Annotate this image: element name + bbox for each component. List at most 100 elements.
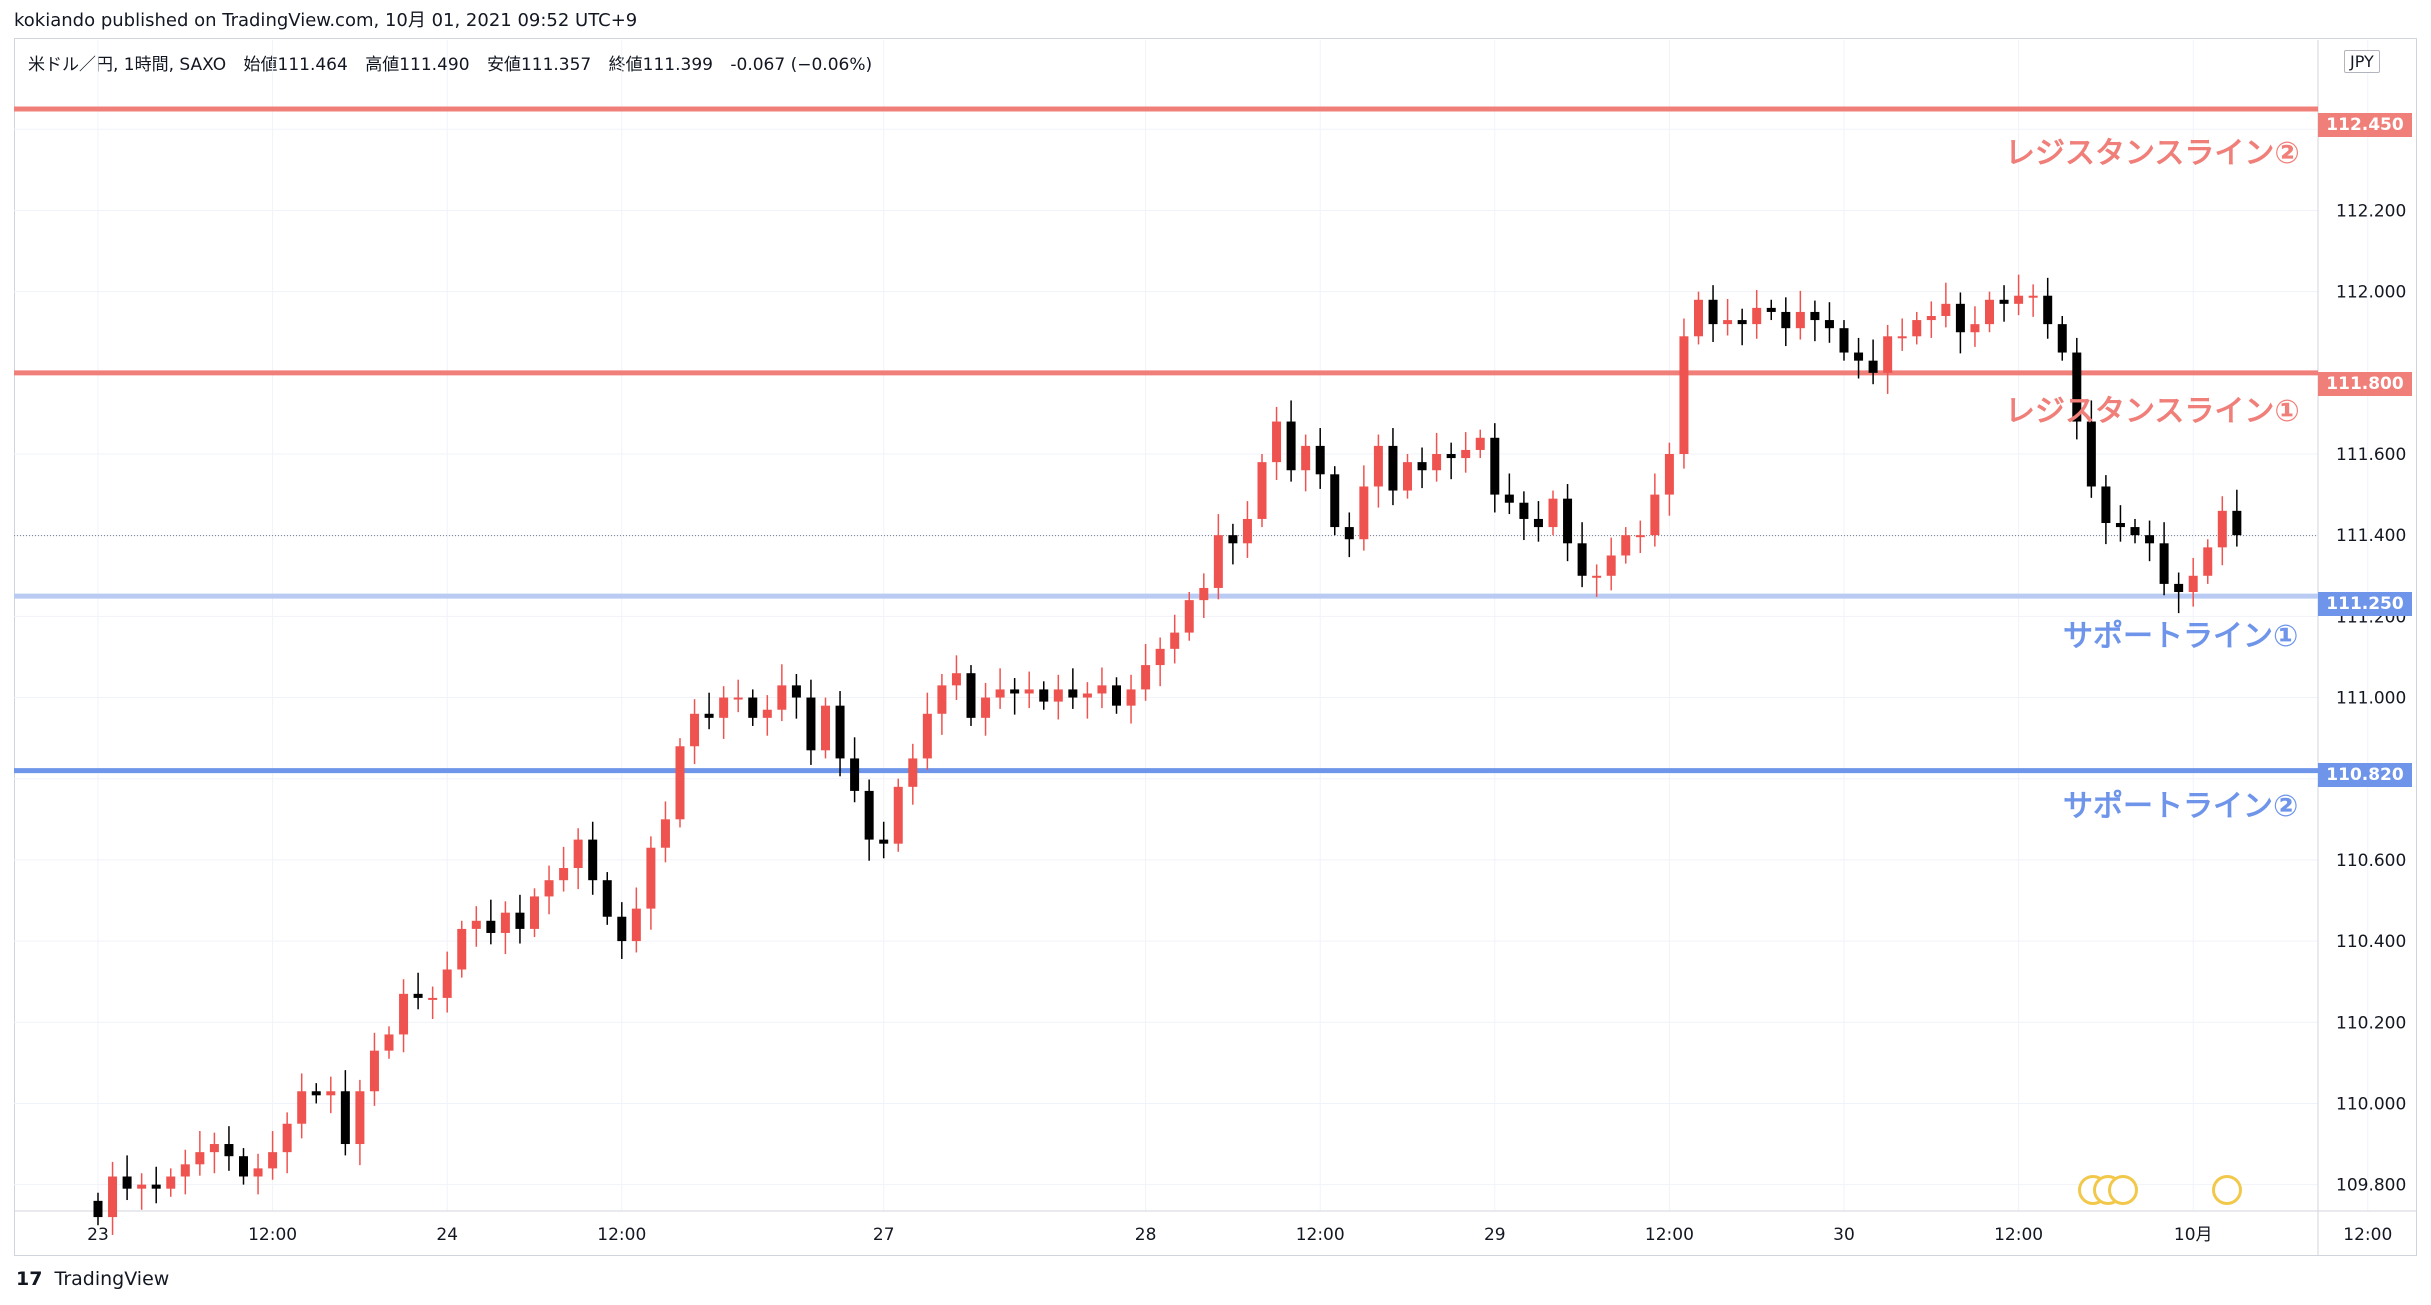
candle-body — [122, 1176, 132, 1189]
time-tick-label: 30 — [1833, 1225, 1855, 1245]
time-tick-label: 23 — [87, 1225, 109, 1245]
candle-body — [1257, 462, 1267, 519]
candle-body — [1664, 454, 1674, 495]
price-tick-label: 110.200 — [2336, 1013, 2406, 1033]
candle-body — [2174, 583, 2184, 593]
us-flag-event-icon[interactable] — [2108, 1175, 2138, 1205]
published-line: kokiando published on TradingView.com, 1… — [14, 10, 638, 31]
chart-frame — [14, 38, 2417, 1256]
candle-body — [1490, 437, 1500, 495]
candle-body — [340, 1091, 350, 1145]
change-value: -0.067 (−0.06%) — [730, 55, 873, 75]
candle-body — [369, 1050, 379, 1092]
candle-body — [1941, 303, 1951, 317]
candle-body — [1824, 320, 1834, 329]
candle-body — [384, 1034, 394, 1051]
candle-body — [355, 1091, 365, 1145]
candle-body — [1228, 535, 1238, 544]
candle-body — [1068, 689, 1078, 698]
candle-body — [1737, 320, 1747, 325]
candle-body — [2028, 295, 2038, 298]
candle-body — [1577, 543, 1587, 576]
candle-body — [1053, 689, 1063, 702]
jp-flag-event-icon[interactable] — [2212, 1175, 2242, 1205]
currency-badge[interactable]: JPY — [2344, 50, 2380, 73]
candle-body — [1781, 311, 1791, 329]
candle-body — [864, 790, 874, 840]
candle-body — [690, 713, 700, 747]
candle-body — [1854, 352, 1864, 361]
candle-body — [515, 912, 525, 929]
candle-body — [806, 697, 816, 751]
candle-body — [457, 928, 467, 970]
time-tick-label: 28 — [1135, 1225, 1157, 1245]
candle-body — [762, 709, 772, 718]
time-tick-label: 12:00 — [1994, 1225, 2043, 1245]
candle-body — [1563, 498, 1573, 544]
candle-body — [1868, 360, 1878, 373]
candle-body — [1010, 689, 1020, 694]
candle-body — [2014, 295, 2024, 304]
candle-body — [631, 908, 641, 942]
candle-body — [1141, 665, 1151, 690]
candle-body — [1373, 445, 1383, 487]
time-tick-label: 27 — [873, 1225, 895, 1245]
candle-body — [2057, 324, 2067, 353]
symbol-info-bar: 米ドル／円, 1時間, SAXO 始値111.464 高値111.490 安値1… — [28, 50, 884, 75]
candle-body — [1359, 486, 1369, 540]
candle-body — [544, 880, 554, 897]
symbol-label[interactable]: 米ドル／円, 1時間, SAXO — [28, 55, 227, 75]
candle-body — [617, 916, 627, 942]
tradingview-footer[interactable]: 17 TradingView — [16, 1268, 169, 1290]
candle-body — [1694, 299, 1703, 337]
candle-body — [850, 758, 860, 791]
candle-body — [2086, 421, 2096, 487]
candle-body — [1403, 462, 1412, 491]
candle-body — [209, 1144, 219, 1153]
candle-body — [1155, 648, 1165, 666]
candle-body — [1606, 555, 1616, 576]
candle-body — [1810, 311, 1820, 321]
candle-body — [675, 746, 685, 820]
candle-body — [442, 969, 452, 998]
candle-body — [893, 786, 903, 844]
candle-body — [326, 1091, 336, 1096]
candle-body — [1723, 320, 1733, 325]
candle-body — [1635, 535, 1645, 538]
support-2-price-tag: 110.820 — [2318, 763, 2412, 787]
candle-body — [981, 697, 991, 718]
candle-body — [108, 1176, 118, 1218]
candle-body — [93, 1200, 103, 1218]
candle-body — [486, 920, 496, 933]
support-1-label: サポートライン① — [2063, 619, 2299, 654]
candle-body — [1592, 575, 1602, 578]
candle-body — [966, 673, 976, 718]
time-tick-label: 29 — [1484, 1225, 1506, 1245]
candle-body — [908, 758, 918, 787]
candle-body — [180, 1164, 190, 1177]
candle-body — [311, 1091, 321, 1096]
candle-body — [1839, 328, 1849, 353]
candle-body — [224, 1144, 234, 1157]
candle-body — [1795, 311, 1805, 329]
candle-body — [2232, 510, 2242, 536]
candle-body — [1199, 587, 1209, 601]
candle-body — [253, 1168, 263, 1177]
close-value: 終値111.399 — [608, 55, 713, 75]
candle-body — [602, 880, 612, 917]
candle-body — [704, 713, 714, 718]
candle-body — [2101, 486, 2111, 524]
price-tick-label: 110.000 — [2336, 1094, 2406, 1114]
candle-body — [413, 993, 423, 998]
price-tick-label: 111.000 — [2336, 689, 2406, 709]
candle-body — [399, 993, 409, 1035]
candle-body — [297, 1091, 307, 1124]
time-tick-label: 10月 — [2174, 1225, 2213, 1245]
candle-body — [1475, 437, 1485, 450]
candle-body — [1883, 336, 1893, 373]
price-tick-label: 111.400 — [2336, 526, 2406, 546]
candle-body — [2217, 510, 2227, 548]
candle-body — [1912, 320, 1922, 337]
candle-body — [835, 705, 845, 759]
time-tick-label: 24 — [436, 1225, 458, 1245]
